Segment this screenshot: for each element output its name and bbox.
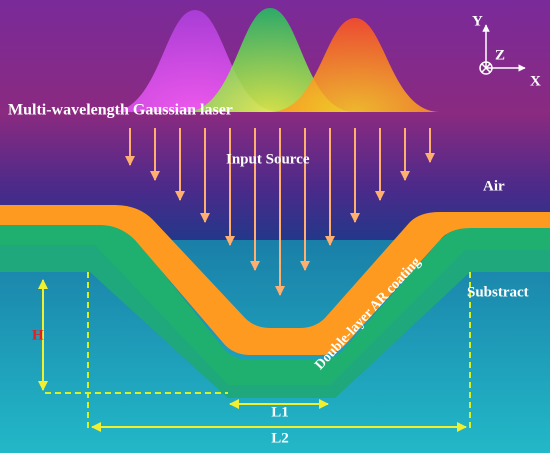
- dimension-lines: [38, 272, 471, 432]
- laser-label: Multi-wavelength Gaussian laser: [8, 102, 233, 119]
- air-label: Air: [483, 178, 505, 194]
- axis-x-label: X: [530, 73, 541, 89]
- l2-label: L2: [271, 430, 289, 446]
- substrate-surface: [0, 245, 550, 398]
- source-label: Input Source: [226, 151, 310, 167]
- axis-y-label: Y: [472, 13, 483, 29]
- coating-lower: [0, 222, 550, 398]
- coating-upper: [0, 205, 550, 355]
- l1-label: L1: [271, 404, 289, 420]
- beam-orange: [270, 18, 440, 112]
- input-arrows: [125, 128, 435, 296]
- height-label: H: [32, 327, 44, 343]
- substrate-label: Substract: [467, 284, 529, 300]
- axis-icon: [479, 24, 526, 75]
- axis-z-label: Z: [495, 47, 505, 63]
